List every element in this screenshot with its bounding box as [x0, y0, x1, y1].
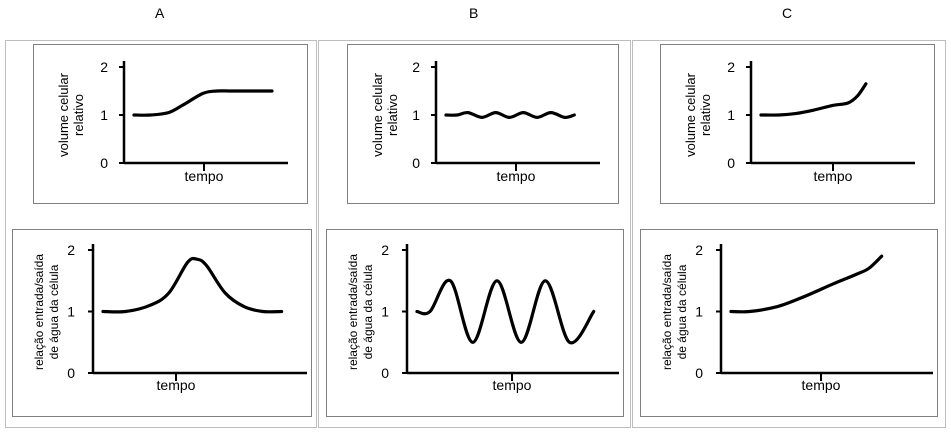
- y-tick-label: 2: [412, 59, 420, 75]
- column-label-a: A: [155, 5, 165, 21]
- y-tick-label: 2: [381, 242, 389, 258]
- series-line: [729, 254, 884, 314]
- y-axis-label-line: relativo: [71, 94, 86, 136]
- y-tick-label: 0: [412, 155, 420, 171]
- chart-svg: 0 1 2 tempo volume celularrelativo: [683, 59, 915, 184]
- chart-svg: 0 1 2 tempo relação entrada/saídade água da …: [346, 242, 619, 393]
- series-line: [759, 82, 868, 117]
- x-axis-label: tempo: [814, 168, 853, 184]
- y-tick-label: 1: [67, 304, 75, 320]
- chart-panel-b-bottom: 0 1 2 tempo relação entrada/saídade água da …: [326, 229, 624, 417]
- x-axis-label: tempo: [497, 168, 536, 184]
- series-line: [415, 278, 596, 345]
- y-axis-label-line: relação entrada/saída: [660, 254, 674, 370]
- y-axis-label: volume celularrelativo: [683, 72, 713, 156]
- y-axis-label-line: relativo: [698, 94, 713, 136]
- y-axis-label-line: de água da célula: [675, 264, 689, 359]
- chart-panel-a-bottom: 0 1 2 tempo relação entrada/saídade água da …: [12, 229, 312, 417]
- y-axis-label-line: relação entrada/saída: [32, 254, 46, 370]
- chart-panel-c-bottom: 0 1 2 tempo relação entrada/saídade água da …: [640, 229, 938, 417]
- y-tick-label: 2: [100, 59, 108, 75]
- y-tick-label: 0: [100, 155, 108, 171]
- y-tick-label: 0: [67, 365, 75, 381]
- column-frame-c: [632, 40, 946, 428]
- chart-panel-b-top: 0 1 2 tempo volume celularrelativo: [347, 44, 619, 204]
- series-line: [444, 110, 576, 120]
- y-tick-label: 0: [727, 155, 735, 171]
- y-axis-label: volume celularrelativo: [370, 72, 400, 156]
- y-axis-label-line: volume celular: [56, 72, 71, 156]
- x-axis-label: tempo: [493, 377, 532, 393]
- y-tick-label: 1: [381, 304, 389, 320]
- chart-svg: 0 1 2 tempo volume celularrelativo: [56, 59, 288, 184]
- y-axis-label: relação entrada/saídade água da célula: [346, 254, 375, 370]
- y-axis-label: volume celularrelativo: [56, 72, 86, 156]
- y-tick-label: 2: [727, 59, 735, 75]
- x-axis-label: tempo: [185, 168, 224, 184]
- y-tick-label: 0: [695, 365, 703, 381]
- series-line: [132, 89, 274, 117]
- column-frame-b: [318, 40, 631, 428]
- y-tick-label: 2: [695, 242, 703, 258]
- y-axis-label-line: volume celular: [683, 72, 698, 156]
- column-label-c: C: [782, 5, 793, 21]
- y-axis-label-line: volume celular: [370, 72, 385, 156]
- y-axis-label: relação entrada/saídade água da célula: [660, 254, 689, 370]
- y-axis-label-line: relativo: [385, 94, 400, 136]
- series-line: [101, 256, 284, 314]
- y-axis-label-line: de água da célula: [47, 264, 61, 359]
- chart-svg: 0 1 2 tempo relação entrada/saídade água da …: [660, 242, 933, 393]
- x-axis-label: tempo: [157, 377, 196, 393]
- x-axis-label: tempo: [802, 377, 841, 393]
- y-tick-label: 0: [381, 365, 389, 381]
- y-tick-label: 1: [412, 107, 420, 123]
- y-axis-label-line: de água da célula: [361, 264, 375, 359]
- column-label-b: B: [469, 5, 479, 21]
- y-axis-label-line: relação entrada/saída: [346, 254, 360, 370]
- chart-svg: 0 1 2 tempo relação entrada/saídade água da …: [32, 242, 307, 393]
- y-tick-label: 2: [67, 242, 75, 258]
- column-frame-a: [5, 40, 317, 428]
- chart-panel-c-top: 0 1 2 tempo volume celularrelativo: [660, 44, 935, 204]
- y-axis-label: relação entrada/saídade água da célula: [32, 254, 61, 370]
- y-tick-label: 1: [695, 304, 703, 320]
- chart-panel-a-top: 0 1 2 tempo volume celularrelativo: [33, 44, 308, 204]
- y-tick-label: 1: [100, 107, 108, 123]
- chart-svg: 0 1 2 tempo volume celularrelativo: [370, 59, 600, 184]
- y-tick-label: 1: [727, 107, 735, 123]
